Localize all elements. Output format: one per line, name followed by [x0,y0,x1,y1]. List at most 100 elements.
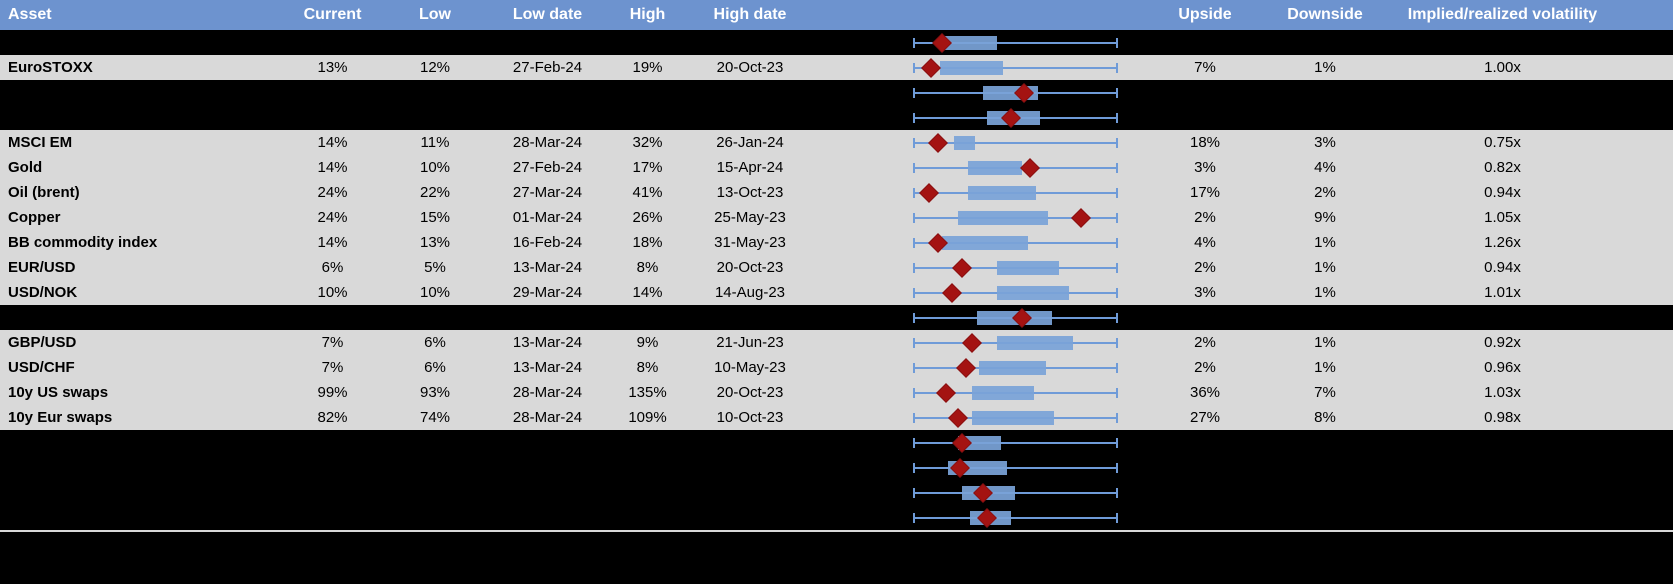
current-vol-cell: 10% [317,284,348,301]
boxplot-track [913,230,1118,255]
downside-cell: 1% [1314,59,1336,76]
high-vol-cell: 8% [636,259,659,276]
low-vol-cell [375,30,495,55]
downside-cell: 4% [1314,159,1336,176]
boxplot-whisker-line [913,441,1118,444]
implied-realized-vol-cell: 0.96x [1484,359,1521,376]
boxplot-left-cap [913,212,915,223]
upside-cell: 17% [1189,184,1221,201]
current-level-diamond-marker [948,407,968,428]
row-filler [1620,505,1673,530]
table-row: 10y US swaps 99% 93% 28-Mar-24 135% 20-Oct-23… [0,380,1673,405]
boxplot-whisker-line [913,66,1118,69]
asset-name-cell: Oil (brent) [8,184,80,201]
implied-realized-vol-cell: 0.98x [1484,409,1521,426]
upside-cell: 7% [1194,59,1216,76]
asset-name-cell: BB commodity index [8,234,158,251]
asset-name-cell: USD/CHF [8,359,75,376]
high-date-cell [695,80,805,105]
low-date-cell [495,455,600,480]
high-date-cell [695,30,805,55]
high-date-cell [695,505,805,530]
boxplot-right-cap [1116,37,1118,48]
current-vol-cell [290,30,375,55]
boxplot-left-cap [913,262,915,273]
table-row: MSCI EM 14% 11% 28-Mar-24 32% 26-Jan-24 18% 3% 0… [0,130,1673,155]
high-vol-cell: 41% [632,184,663,201]
col-header-current: Current [303,6,362,23]
high-date-cell [695,105,805,130]
row-filler [1620,105,1673,130]
current-level-diamond-marker [962,332,983,353]
downside-cell [1265,30,1385,55]
boxplot-track [913,205,1118,230]
table-row: EUR/USD 6% 5% 13-Mar-24 8% 20-Oct-23 2% 1% 0.94x [0,255,1673,280]
high-vol-cell: 19% [632,59,663,76]
range-boxplot-cell [805,230,1145,255]
upside-cell: 2% [1194,334,1216,351]
range-boxplot-cell [805,355,1145,380]
high-date-cell: 10-Oct-23 [716,409,784,426]
high-date-cell [695,430,805,455]
boxplot-right-cap [1116,462,1118,473]
upside-cell: 2% [1194,209,1216,226]
col-header-high-date: High date [713,6,787,23]
boxplot-box [997,335,1073,350]
current-level-diamond-marker [927,132,948,153]
high-vol-cell: 14% [632,284,663,301]
boxplot-track [913,105,1118,130]
low-vol-cell: 13% [419,234,451,251]
row-filler [1620,455,1673,480]
current-vol-cell [290,430,375,455]
header-filler [1620,0,1673,30]
low-vol-cell [375,455,495,480]
boxplot-left-cap [913,237,915,248]
row-filler [1620,405,1673,430]
low-date-cell [495,305,600,330]
col-header-upside: Upside [1178,6,1232,23]
range-boxplot-cell [805,505,1145,530]
high-date-cell: 10-May-23 [714,359,786,376]
upside-cell [1145,430,1265,455]
current-vol-cell [290,105,375,130]
row-filler [1620,305,1673,330]
row-filler [1620,380,1673,405]
high-vol-cell [600,80,695,105]
col-header-range-chart [805,0,1145,30]
boxplot-box [968,185,1036,200]
table-row: USD/NOK 10% 10% 29-Mar-24 14% 14-Aug-23 3% 1% 1.… [0,280,1673,305]
boxplot-right-cap [1116,362,1118,373]
boxplot-right-cap [1116,512,1118,523]
low-vol-cell: 74% [419,409,451,426]
downside-cell [1265,455,1385,480]
current-level-diamond-marker [952,257,973,278]
implied-realized-vol-cell: 1.05x [1484,209,1521,226]
low-vol-cell: 12% [419,59,451,76]
downside-cell: 8% [1314,409,1336,426]
boxplot-right-cap [1116,312,1118,323]
boxplot-left-cap [913,287,915,298]
boxplot-track [913,155,1118,180]
high-vol-cell [600,305,695,330]
table-row: USD/CHF 7% 6% 13-Mar-24 8% 10-May-23 2% 1% 0.96x [0,355,1673,380]
boxplot-box [939,60,1004,75]
boxplot-whisker-line [913,41,1118,44]
low-vol-cell [375,105,495,130]
range-boxplot-cell [805,305,1145,330]
current-vol-cell: 7% [321,334,344,351]
downside-cell: 9% [1314,209,1336,226]
table-row [0,505,1673,530]
table-row: GBP/USD 7% 6% 13-Mar-24 9% 21-Jun-23 2% 1% 0.92x [0,330,1673,355]
table-row: Copper 24% 15% 01-Mar-24 26% 25-May-23 2% 9% 1.0… [0,205,1673,230]
asset-name-cell: MSCI EM [8,134,73,151]
current-level-diamond-marker [921,57,942,78]
asset-name-cell: GBP/USD [8,334,77,351]
boxplot-box [997,285,1069,300]
range-boxplot-cell [805,55,1145,80]
implied-realized-vol-cell [1385,505,1620,530]
boxplot-track [913,305,1118,330]
row-filler [1620,205,1673,230]
range-boxplot-cell [805,105,1145,130]
boxplot-right-cap [1116,487,1118,498]
boxplot-left-cap [913,162,915,173]
